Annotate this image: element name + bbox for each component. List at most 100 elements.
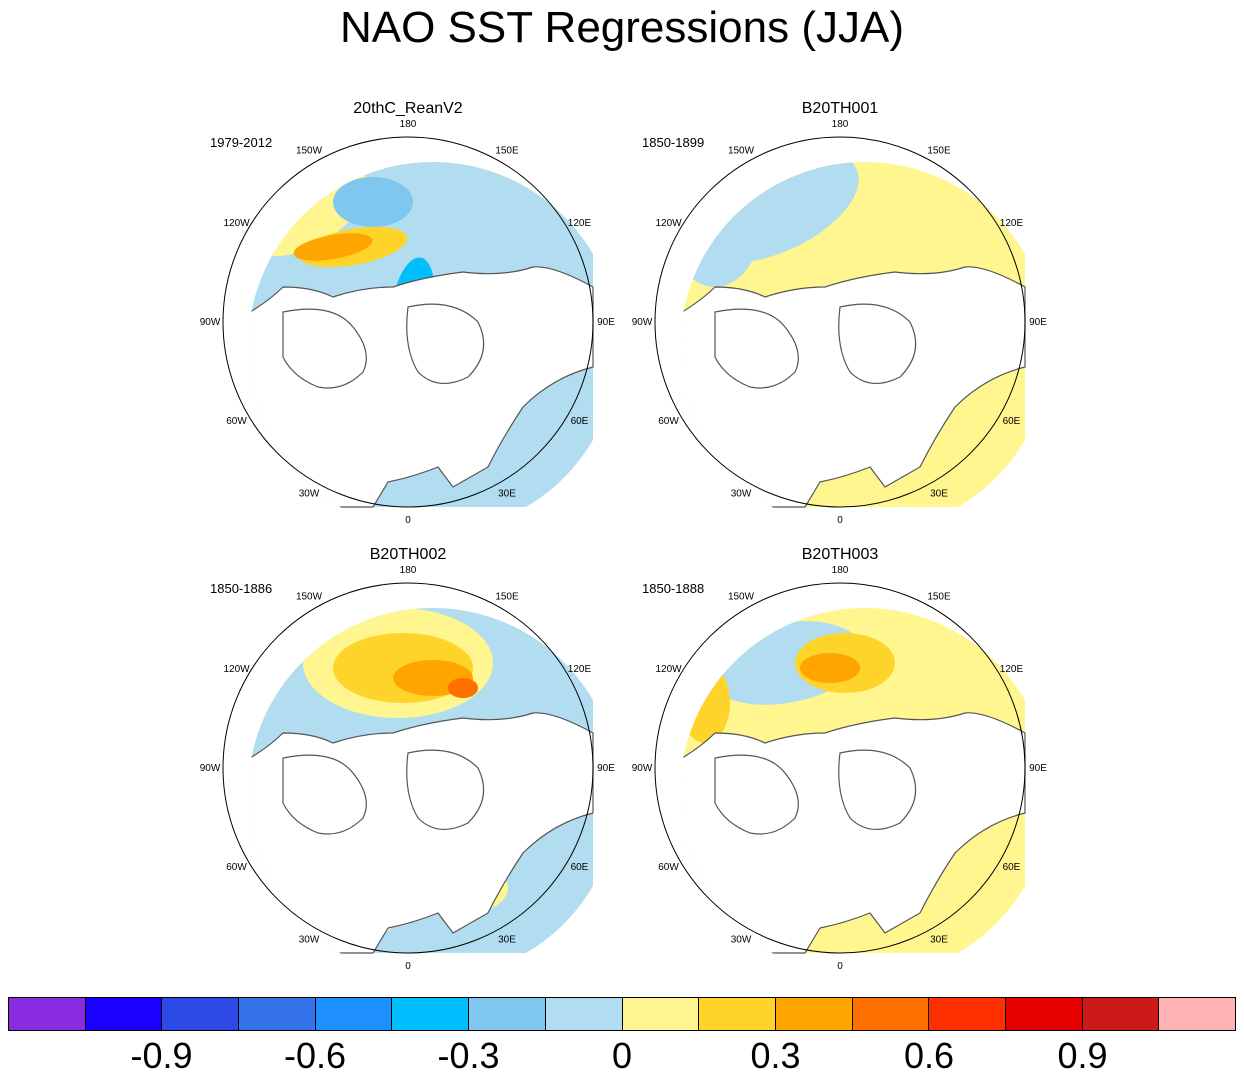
map-panel-3: 180 150E 120E 90E 60E 30E 0 30W 60W 90W 120W 150W B… [198,546,618,978]
main-title: NAO SST Regressions (JJA) [339,3,904,52]
longitude-label: 60E [571,416,589,427]
panel-title: 20thC_ReanV2 [353,100,463,117]
colorbar-swatch [1005,998,1083,1030]
longitude-label: 120W [223,218,250,229]
colorbar-tick-label: 0 [611,1035,633,1076]
longitude-label: 60W [226,862,247,873]
colorbar-swatch [315,998,393,1030]
longitude-label: 180 [832,119,849,130]
longitude-label: 0 [837,515,843,526]
longitude-label: 120W [223,664,250,675]
longitude-label: 120W [655,664,682,675]
colorbar-swatch [699,998,776,1030]
sst-field [248,608,594,954]
polar-map: 180 150E 120E 90E 60E 30E 0 30W 60W 90W 120W 150W [632,119,1048,526]
sst-field [248,162,594,508]
colorbar-swatch [1082,998,1160,1030]
longitude-label: 90W [632,317,653,328]
longitude-label: 30W [299,488,320,499]
longitude-label: 30E [498,488,516,499]
panel-title: B20TH001 [801,100,879,117]
longitude-label: 120E [1000,664,1024,675]
longitude-label: 150W [728,592,755,603]
colorbar-tick-label: 0.9 [1057,1035,1108,1076]
colorbar-swatch [545,998,623,1030]
longitude-label: 150W [296,146,323,157]
map-panel-2: 180 150E 120E 90E 60E 30E 0 30W 60W 90W 120W 150W B… [630,100,1050,532]
longitude-label: 30E [498,934,516,945]
panel-period: 1850-1899 [642,135,705,150]
longitude-label: 30W [731,488,752,499]
map-panel-1: 180 150E 120E 90E 60E 30E 0 30W 60W 90W 120W 150W 2… [198,100,618,532]
colorbar-swatch [239,998,316,1030]
longitude-label: 90W [632,763,653,774]
longitude-label: 60W [226,416,247,427]
map-boundary [222,582,594,954]
colorbar-swatch [775,998,853,1030]
map-boundary [222,136,594,508]
sst-anomaly-patch [293,233,373,261]
colorbar-tick-label: 0.6 [903,1035,955,1076]
colorbar-tick-label: 0.3 [750,1035,801,1076]
sst-field [680,162,1026,508]
longitude-label: 90E [1029,317,1047,328]
longitude-label: 180 [832,565,849,576]
longitude-label: 150E [927,592,951,603]
longitude-label: 150W [296,592,323,603]
colorbar-tick-label: -0.3 [437,1035,500,1076]
panel-title: B20TH002 [369,546,447,563]
longitude-label: 30W [299,934,320,945]
longitude-label: 150E [495,146,519,157]
colorbar-swatch [392,998,470,1030]
colorbar-swatch [929,998,1006,1030]
longitude-label: 90E [597,763,615,774]
longitude-label: 120E [1000,218,1024,229]
polar-map: 180 150E 120E 90E 60E 30E 0 30W 60W 90W 120W 150W [200,565,616,972]
longitude-label: 150W [728,146,755,157]
polar-map: 180 150E 120E 90E 60E 30E 0 30W 60W 90W 120W 150W [200,119,616,526]
colorbar [8,997,1236,1031]
longitude-label: 60E [1003,416,1021,427]
map-boundary [654,136,1026,508]
longitude-label: 150E [495,592,519,603]
sst-anomaly-patch [680,663,730,743]
longitude-label: 0 [837,961,843,972]
longitude-label: 90W [200,317,221,328]
sst-anomaly-patch [800,653,860,683]
panel-period: 1979-2012 [210,135,273,150]
longitude-label: 90E [1029,763,1047,774]
colorbar-tick-label: -0.9 [130,1035,193,1076]
polar-map: 180 150E 120E 90E 60E 30E 0 30W 60W 90W 120W 150W [632,565,1048,972]
colorbar-swatch [9,998,86,1030]
colorbar-swatch [1159,998,1235,1030]
longitude-label: 30E [930,488,948,499]
map-boundary [654,582,1026,954]
colorbar-swatch [622,998,700,1030]
sst-field [680,608,1026,954]
longitude-label: 120W [655,218,682,229]
panel-title: B20TH003 [801,546,879,563]
longitude-label: 180 [400,565,417,576]
longitude-label: 120E [568,664,592,675]
longitude-label: 120E [568,218,592,229]
colorbar-swatch [852,998,930,1030]
longitude-label: 30W [731,934,752,945]
colorbar-swatch [162,998,240,1030]
sst-anomaly-patch [333,177,413,227]
longitude-label: 60E [571,862,589,873]
panel-period: 1850-1888 [642,581,705,596]
colorbar-tick-label: -0.6 [283,1035,347,1076]
longitude-label: 90E [597,317,615,328]
longitude-label: 60E [1003,862,1021,873]
longitude-label: 0 [405,961,411,972]
colorbar-swatch [469,998,546,1030]
longitude-label: 60W [658,862,679,873]
longitude-label: 90W [200,763,221,774]
colorbar-swatch [85,998,163,1030]
longitude-label: 0 [405,515,411,526]
longitude-label: 150E [927,146,951,157]
longitude-label: 60W [658,416,679,427]
longitude-label: 180 [400,119,417,130]
sst-anomaly-patch [448,678,478,698]
map-panel-4: 180 150E 120E 90E 60E 30E 0 30W 60W 90W 120W 150W B… [630,546,1050,978]
